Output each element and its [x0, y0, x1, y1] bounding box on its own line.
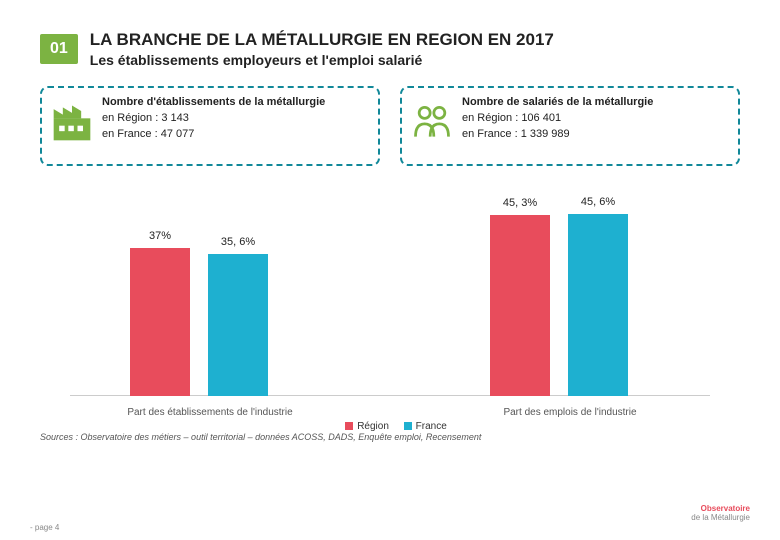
chart-legend: Région France — [40, 421, 740, 432]
legend-swatch — [345, 422, 353, 430]
bar-group-0: 37% 35, 6% — [130, 248, 268, 396]
title-block: LA BRANCHE DE LA MÉTALLURGIE EN REGION E… — [90, 30, 740, 68]
axis-label: Part des établissements de l'industrie — [100, 407, 320, 418]
box-title: Nombre d'établissements de la métallurgi… — [102, 96, 368, 108]
bar-label: 45, 6% — [568, 196, 628, 208]
box-line-france: en France : 47 077 — [102, 128, 368, 140]
bar-label: 37% — [130, 230, 190, 242]
box-line-region: en Région : 3 143 — [102, 112, 368, 124]
header: 01 LA BRANCHE DE LA MÉTALLURGIE EN REGIO… — [0, 0, 780, 78]
factory-icon — [50, 100, 94, 144]
bar-label: 35, 6% — [208, 236, 268, 248]
legend-swatch — [404, 422, 412, 430]
logo-line1: Observatoire — [701, 504, 750, 513]
legend-label: Région — [357, 421, 389, 432]
page-subtitle: Les établissements employeurs et l'emplo… — [90, 52, 740, 68]
bar-label: 45, 3% — [490, 197, 550, 209]
page-number: - page 4 — [30, 523, 59, 532]
box-title: Nombre de salariés de la métallurgie — [462, 96, 728, 108]
box-employees: Nombre de salariés de la métallurgie en … — [400, 86, 740, 166]
bar: 35, 6% — [208, 254, 268, 396]
bar: 37% — [130, 248, 190, 396]
bar: 45, 3% — [490, 215, 550, 396]
page-title: LA BRANCHE DE LA MÉTALLURGIE EN REGION E… — [90, 30, 740, 50]
footer-logo: Observatoire de la Métallurgie — [691, 504, 750, 522]
info-boxes: Nombre d'établissements de la métallurgi… — [0, 78, 780, 176]
box-line-france: en France : 1 339 989 — [462, 128, 728, 140]
axis-label: Part des emplois de l'industrie — [460, 407, 680, 418]
box-line-region: en Région : 106 401 — [462, 112, 728, 124]
box-establishments: Nombre d'établissements de la métallurgi… — [40, 86, 380, 166]
bar-group-1: 45, 3% 45, 6% — [490, 214, 628, 396]
section-badge: 01 — [40, 34, 78, 64]
legend-label: France — [416, 421, 447, 432]
bar-chart: 37% 35, 6% 45, 3% 45, 6% Part des établi… — [40, 176, 740, 426]
people-icon — [410, 100, 454, 144]
logo-line2: de la Métallurgie — [691, 513, 750, 522]
bar: 45, 6% — [568, 214, 628, 396]
